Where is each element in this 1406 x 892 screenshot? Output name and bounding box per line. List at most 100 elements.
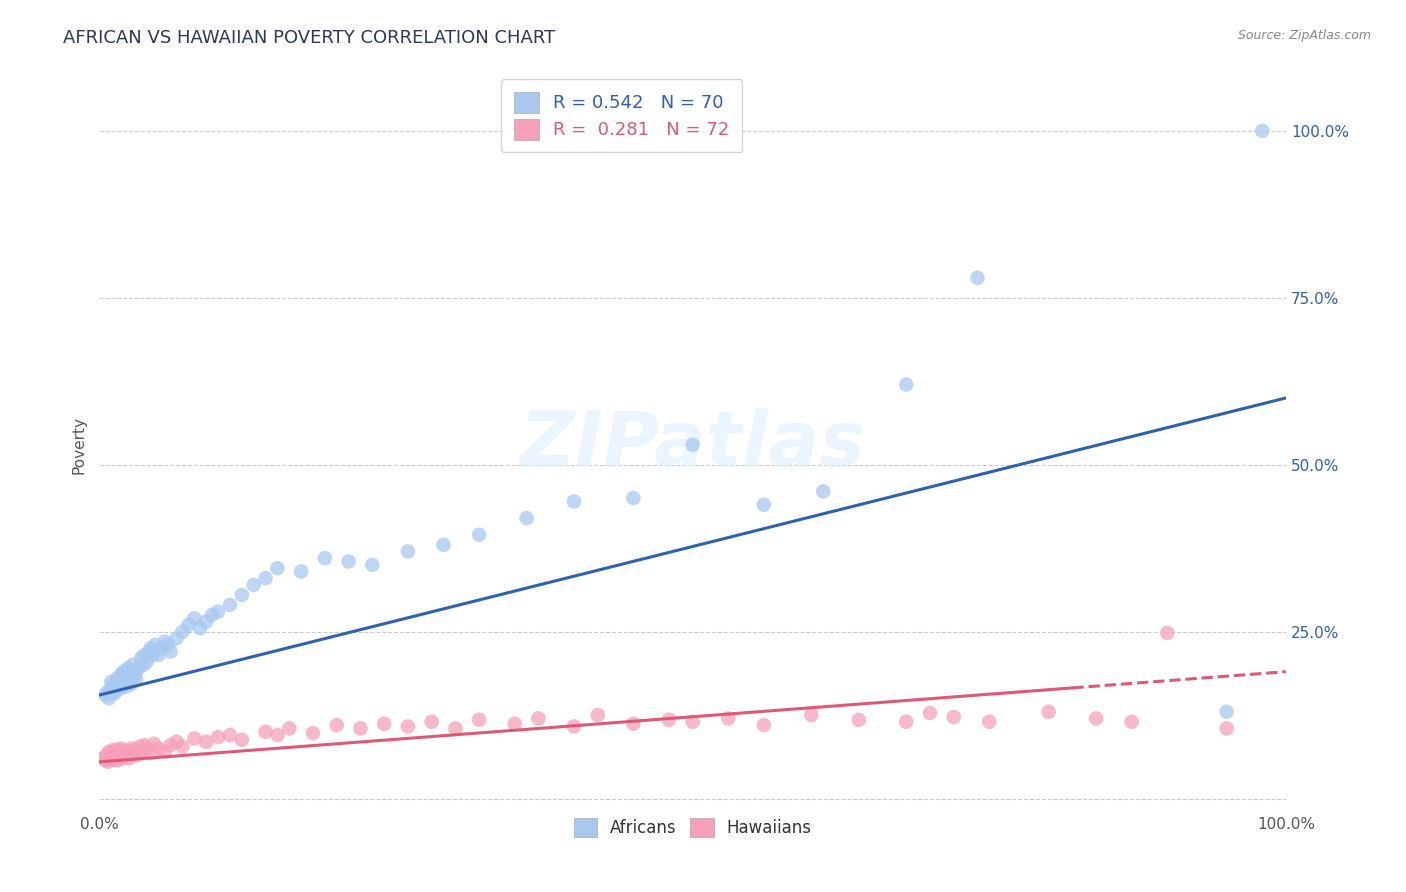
Point bbox=[124, 668, 146, 682]
Point bbox=[118, 751, 141, 765]
Point bbox=[110, 681, 132, 696]
Point bbox=[266, 728, 288, 742]
Point bbox=[128, 661, 150, 675]
Point bbox=[121, 658, 143, 673]
Point bbox=[107, 676, 129, 690]
Point bbox=[503, 716, 526, 731]
Point bbox=[752, 498, 775, 512]
Point bbox=[103, 743, 125, 757]
Point bbox=[177, 618, 200, 632]
Point bbox=[349, 722, 371, 736]
Point bbox=[105, 683, 128, 698]
Point bbox=[396, 544, 419, 558]
Point bbox=[129, 651, 152, 665]
Point bbox=[1121, 714, 1143, 729]
Point bbox=[516, 511, 538, 525]
Point bbox=[105, 754, 128, 768]
Point bbox=[468, 713, 491, 727]
Y-axis label: Poverty: Poverty bbox=[72, 416, 86, 474]
Point bbox=[143, 638, 166, 652]
Point bbox=[132, 658, 155, 673]
Point bbox=[207, 605, 229, 619]
Point bbox=[125, 673, 148, 687]
Point bbox=[800, 708, 823, 723]
Point bbox=[112, 678, 135, 692]
Point bbox=[848, 713, 870, 727]
Point bbox=[290, 565, 312, 579]
Point bbox=[100, 746, 122, 760]
Point bbox=[104, 686, 127, 700]
Point bbox=[420, 714, 443, 729]
Point bbox=[621, 491, 644, 505]
Point bbox=[131, 745, 153, 759]
Point bbox=[918, 706, 941, 720]
Point bbox=[120, 665, 142, 680]
Point bbox=[172, 624, 194, 639]
Point bbox=[148, 648, 170, 662]
Point bbox=[896, 377, 918, 392]
Point bbox=[1215, 705, 1237, 719]
Point bbox=[361, 558, 384, 572]
Point bbox=[562, 494, 585, 508]
Point bbox=[527, 711, 550, 725]
Point bbox=[117, 661, 139, 675]
Point bbox=[337, 554, 360, 568]
Text: AFRICAN VS HAWAIIAN POVERTY CORRELATION CHART: AFRICAN VS HAWAIIAN POVERTY CORRELATION … bbox=[63, 29, 555, 46]
Point bbox=[1156, 626, 1178, 640]
Point bbox=[195, 735, 218, 749]
Point bbox=[201, 607, 224, 622]
Point bbox=[142, 648, 165, 662]
Point bbox=[183, 611, 205, 625]
Point bbox=[121, 676, 143, 690]
Point bbox=[97, 684, 120, 698]
Point bbox=[1085, 711, 1108, 725]
Legend: Africans, Hawaiians: Africans, Hawaiians bbox=[567, 812, 818, 844]
Point bbox=[621, 716, 644, 731]
Point bbox=[219, 728, 242, 742]
Point bbox=[94, 753, 117, 767]
Point bbox=[188, 621, 211, 635]
Point bbox=[104, 750, 127, 764]
Point bbox=[231, 732, 253, 747]
Point bbox=[231, 588, 253, 602]
Point bbox=[124, 743, 146, 757]
Point bbox=[91, 751, 114, 765]
Point bbox=[586, 708, 609, 723]
Point bbox=[105, 746, 128, 760]
Point bbox=[153, 745, 176, 759]
Point bbox=[682, 714, 704, 729]
Point bbox=[97, 745, 120, 759]
Point bbox=[254, 724, 277, 739]
Point bbox=[682, 437, 704, 451]
Point bbox=[139, 641, 162, 656]
Point bbox=[219, 598, 242, 612]
Point bbox=[121, 746, 143, 760]
Point bbox=[326, 718, 349, 732]
Point bbox=[444, 722, 467, 736]
Point bbox=[752, 718, 775, 732]
Point bbox=[103, 678, 125, 692]
Point bbox=[562, 719, 585, 733]
Point bbox=[110, 668, 132, 682]
Point bbox=[153, 634, 176, 648]
Point bbox=[101, 753, 124, 767]
Text: ZIPatlas: ZIPatlas bbox=[520, 408, 866, 482]
Point bbox=[135, 741, 157, 756]
Point bbox=[166, 735, 188, 749]
Point bbox=[813, 484, 835, 499]
Point bbox=[159, 645, 181, 659]
Point bbox=[396, 719, 419, 733]
Point bbox=[1215, 722, 1237, 736]
Point bbox=[112, 743, 135, 757]
Point bbox=[108, 749, 131, 764]
Point bbox=[97, 755, 120, 769]
Point bbox=[717, 711, 740, 725]
Point bbox=[114, 670, 136, 684]
Point bbox=[242, 578, 264, 592]
Point bbox=[373, 716, 395, 731]
Point bbox=[658, 713, 681, 727]
Point bbox=[979, 714, 1001, 729]
Point bbox=[966, 270, 988, 285]
Point bbox=[157, 638, 180, 652]
Point bbox=[468, 528, 491, 542]
